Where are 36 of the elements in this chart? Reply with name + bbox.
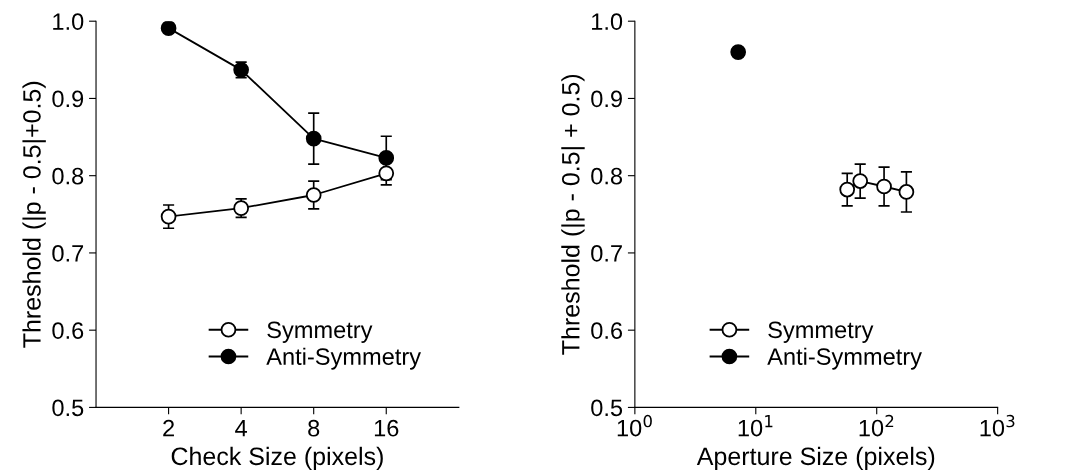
y-tick-label: 0.5 [52,399,84,417]
y-tick-label: 1.0 [53,13,84,30]
y-tick-label: 1.0 [592,13,623,30]
x-axis-title: Aperture Size (pixels) [696,446,935,471]
point [160,21,177,36]
point [876,178,892,195]
point [305,130,322,147]
y-tick-label: 0.7 [591,245,622,262]
legend-label: Symmetry [768,321,874,343]
y-tick-label: 0.8 [591,167,623,185]
x-tick-label: 10$^{3}$ [980,414,1015,437]
x-tick-label: 10$^{1}$ [738,415,773,437]
point [160,208,177,225]
point [378,165,395,182]
x-axis-title: Check Size (pixels) [171,446,383,471]
x-tick-label: 4 [235,420,248,437]
y-tick-label: 0.5 [591,399,623,417]
legend-label: Anti-Symmetry [266,347,421,370]
y-axis-title: Threshold (|p - 0.5| + 0.5) [561,74,585,355]
x-tick-label: 16 [374,419,399,437]
x-tick-label: 2 [163,419,174,437]
point [305,187,322,203]
y-tick-label: 0.8 [52,167,84,185]
point [852,173,869,189]
x-tick-label: 10$^{2}$ [859,414,894,437]
legend-label: Symmetry [267,321,373,343]
y-tick-label: 0.6 [52,322,84,339]
y-tick-label: 0.9 [52,90,84,108]
point [378,150,395,166]
point [898,184,915,200]
legend-label: Anti-Symmetry [767,347,922,370]
y-tick-label: 0.6 [591,322,623,339]
y-tick-label: 0.9 [591,90,622,108]
y-axis-title: Threshold (|p - 0.5|+0.5) [22,81,46,348]
y-tick-label: 0.7 [52,245,84,262]
x-tick-label: 8 [308,419,320,437]
